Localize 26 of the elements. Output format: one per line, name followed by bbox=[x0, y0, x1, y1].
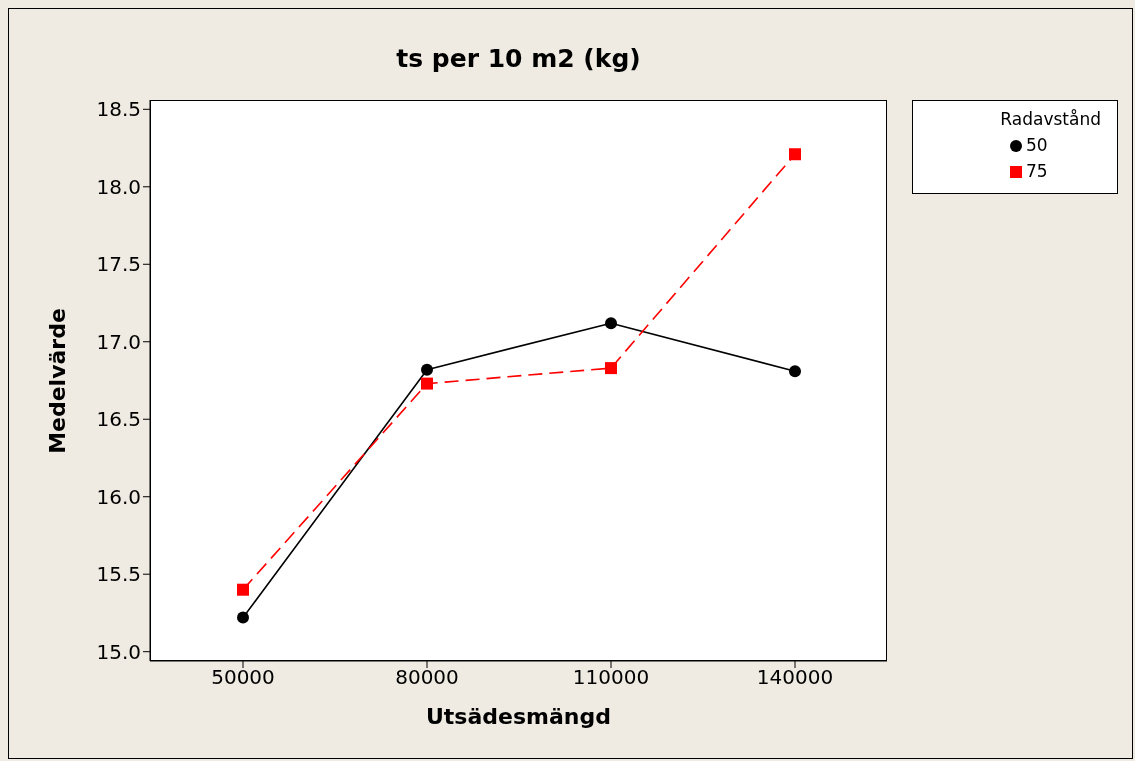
point bbox=[605, 362, 617, 375]
point bbox=[237, 583, 249, 596]
y-tick-label: 18.5 bbox=[96, 97, 141, 122]
point bbox=[237, 611, 249, 624]
point bbox=[605, 317, 617, 330]
point bbox=[789, 365, 801, 378]
point bbox=[789, 148, 801, 161]
y-tick-label: 15.5 bbox=[96, 562, 141, 587]
legend-label: 75 bbox=[1026, 161, 1048, 181]
chart-title: ts per 10 m2 (kg) bbox=[395, 44, 642, 73]
legend-label: 50 bbox=[1026, 135, 1048, 155]
y-tick-label: 16.5 bbox=[96, 407, 141, 432]
x-tick-label: 80000 bbox=[395, 665, 459, 690]
y-tick-label: 16.0 bbox=[96, 484, 141, 509]
x-axis-title: Utsädesmängd bbox=[425, 704, 612, 729]
y-tick-label: 17.5 bbox=[96, 252, 141, 277]
point bbox=[421, 377, 433, 390]
point bbox=[421, 363, 433, 376]
y-axis-title: Medelvärde bbox=[44, 307, 70, 454]
y-tick-label: 17.0 bbox=[96, 329, 141, 354]
y-tick-label: 15.0 bbox=[96, 639, 141, 664]
x-tick-label: 110000 bbox=[572, 665, 650, 690]
y-tick-label: 18.0 bbox=[96, 174, 141, 199]
legend-title: Radavstånd bbox=[999, 109, 1101, 129]
x-tick-label: 140000 bbox=[756, 665, 834, 690]
x-tick-label: 50000 bbox=[211, 665, 275, 690]
